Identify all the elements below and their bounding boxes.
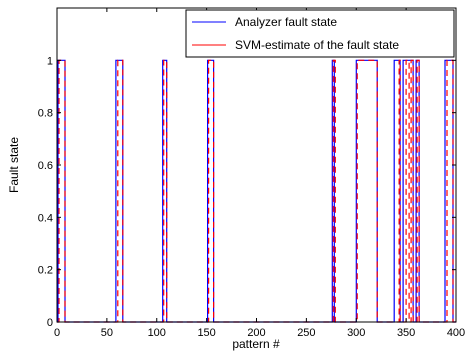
x-tick-label: 0 [54,327,60,339]
x-tick-label: 250 [297,327,315,339]
y-axis-label: Fault state [7,137,21,193]
legend-label-svm: SVM-estimate of the fault state [235,38,399,52]
x-axis: 0 50 100 150 200 250 300 350 400 [54,8,465,339]
legend-label-analyzer: Analyzer fault state [235,15,337,29]
series-line-svm [57,59,456,323]
y-tick-label: 0.8 [38,108,53,120]
x-tick-label: 350 [397,327,415,339]
y-tick-label: 0 [47,317,53,329]
x-tick-label: 50 [101,327,113,339]
y-axis: 0 0.2 0.4 0.6 0.8 1 [38,55,456,329]
legend-box [185,9,455,58]
y-tick-label: 0.6 [38,160,53,172]
plot-area [57,8,456,322]
y-tick-label: 0.2 [38,265,53,277]
legend: Analyzer fault state SVM-estimate of the… [185,9,455,58]
y-tick-label: 1 [47,55,53,67]
x-tick-label: 200 [247,327,265,339]
x-axis-label: pattern # [232,337,280,351]
y-tick-label: 0.4 [38,212,53,224]
x-tick-label: 100 [148,327,166,339]
x-tick-label: 300 [347,327,365,339]
x-tick-label: 400 [447,327,465,339]
x-tick-label: 150 [197,327,215,339]
